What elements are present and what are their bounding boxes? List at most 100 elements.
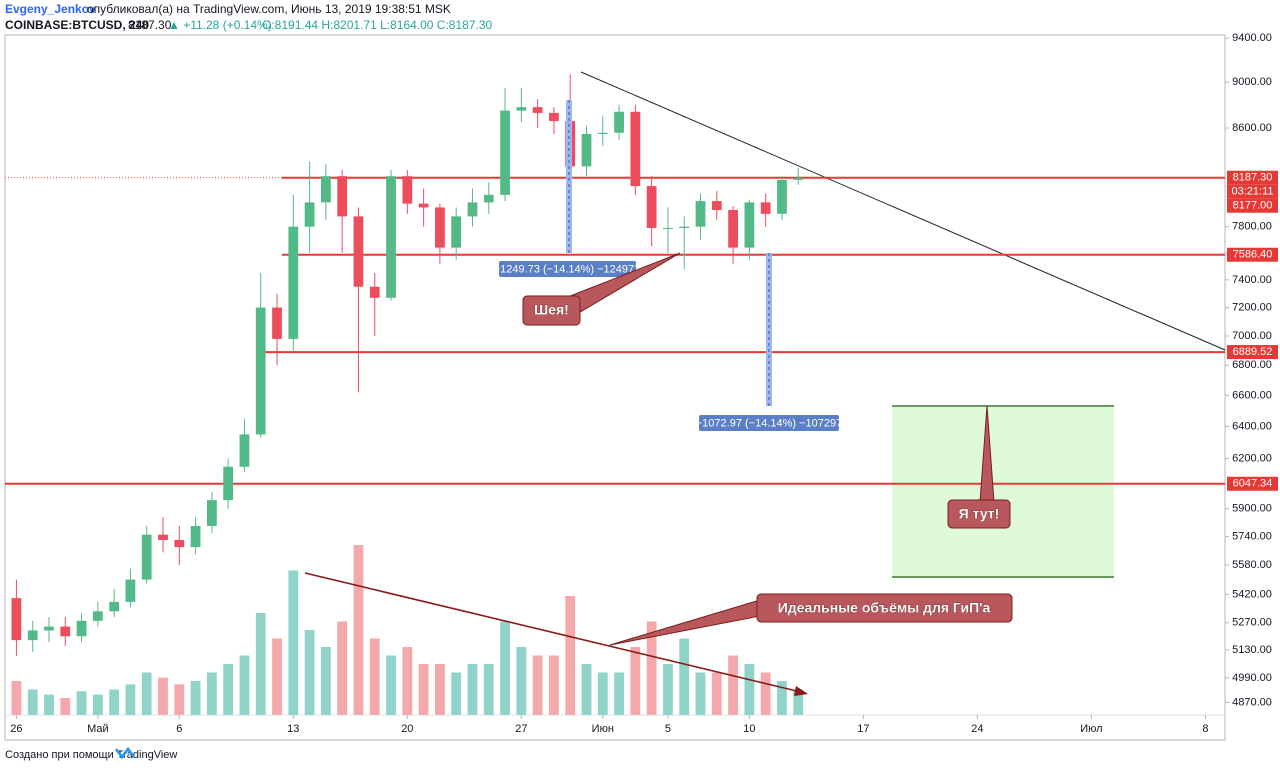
y-tick-label: 6200.00 (1232, 452, 1272, 464)
volume-bar (11, 681, 22, 715)
volume-bar (581, 664, 592, 715)
countdown-badge (1227, 184, 1278, 199)
volume-bar (646, 621, 657, 715)
x-tick-label: 6 (176, 723, 182, 735)
volume-bar (728, 655, 738, 715)
y-tick-label: 5420.00 (1232, 588, 1272, 600)
candle-body (158, 534, 168, 540)
measure-label: −1072.97 (−14.14%) −107297 (696, 417, 843, 429)
y-tick-label: 7400.00 (1232, 274, 1272, 286)
volume-bar (597, 672, 608, 715)
volume-bar (44, 694, 54, 715)
candle-body (663, 227, 673, 229)
bid-label: 8177.00 (1233, 200, 1273, 212)
candle-body (353, 216, 364, 287)
y-tick-label: 5900.00 (1232, 503, 1272, 515)
volume-bar (369, 638, 380, 715)
author[interactable]: Evgeny_Jenkov (5, 2, 96, 16)
candle-body (304, 202, 315, 227)
y-tick-label: 7000.00 (1232, 330, 1272, 342)
y-tick-label: 6400.00 (1232, 420, 1272, 432)
volume-bar (109, 689, 120, 715)
callout-text: Идеальные объёмы для ГиП'а (778, 600, 991, 616)
y-tick-label: 4990.00 (1232, 672, 1272, 684)
y-tick-label: 5270.00 (1232, 617, 1272, 629)
candle-body (728, 209, 738, 248)
volume-bar (467, 664, 478, 715)
candle-body (793, 177, 804, 180)
ohlc: O:8191.44 H:8201.71 L:8164.00 C:8187.30 (262, 18, 493, 32)
candle-body (614, 111, 624, 133)
volume-bar (451, 672, 462, 715)
x-tick-label: 27 (515, 723, 527, 735)
y-tick-label: 4870.00 (1232, 696, 1272, 708)
volume-bar (418, 664, 429, 715)
volume-bar (174, 684, 185, 715)
level-label: 8187.30 (1233, 172, 1273, 184)
candle-body (76, 620, 87, 637)
volume-bar (614, 672, 624, 715)
level-badge (1227, 476, 1278, 491)
volume-bar (60, 698, 71, 715)
volume-bar (223, 664, 234, 715)
y-tick-label: 6800.00 (1232, 359, 1272, 371)
candle-body (223, 466, 234, 501)
x-tick-label: 26 (10, 723, 22, 735)
y-tick-label: 5740.00 (1232, 530, 1272, 542)
candle-body (744, 202, 755, 248)
candle-body (27, 630, 38, 641)
candle-body (44, 626, 54, 631)
volume-bar (320, 647, 331, 715)
volume-bar (760, 672, 771, 715)
candle-body (777, 179, 787, 214)
measure-range (566, 100, 572, 253)
volume-bar (353, 545, 364, 715)
candle-body (695, 201, 706, 227)
candle-body (141, 534, 152, 580)
x-tick-label: Май (87, 723, 109, 735)
candle-body (760, 202, 771, 214)
volume-bar (27, 689, 38, 715)
candle-body (190, 525, 201, 548)
volume-bar (516, 647, 527, 715)
y-tick-label: 7200.00 (1232, 301, 1272, 313)
trend-line (580, 71, 1226, 351)
candle-body (386, 176, 396, 298)
callout (756, 593, 1013, 623)
candle-body (435, 207, 445, 248)
x-tick-label: 13 (287, 723, 299, 735)
candle-body (288, 226, 299, 339)
y-tick-label: 5580.00 (1232, 559, 1272, 571)
candle-body (206, 500, 217, 526)
volume-bar (532, 655, 543, 715)
volume-bar (679, 638, 690, 715)
level-label: 6889.52 (1233, 346, 1273, 358)
candle-body (418, 203, 429, 208)
callout (522, 295, 581, 326)
x-tick-label: Июл (1080, 723, 1102, 735)
candle-body (451, 216, 462, 248)
candle-body (320, 176, 331, 203)
volume-bar (565, 596, 576, 715)
candle-body (597, 132, 608, 134)
candle-body (549, 112, 559, 122)
candle-body (11, 598, 22, 641)
candle-body (174, 539, 185, 548)
volume-bar (549, 655, 559, 715)
candle-body (500, 110, 510, 195)
candle-body (125, 579, 136, 602)
arrow-head (794, 686, 808, 696)
candle-body (109, 601, 120, 612)
last-price: 8187.30 (128, 18, 172, 32)
level-badge (1227, 247, 1278, 262)
y-tick-label: 9400.00 (1232, 32, 1272, 44)
candle-body (581, 133, 592, 167)
volume-trend (304, 572, 806, 694)
volume-bar (793, 689, 804, 715)
volume-bar (386, 655, 396, 715)
volume-bar (337, 621, 348, 715)
candle-body (402, 176, 413, 204)
published: опубликовал(а) на TradingView.com, Июнь … (87, 2, 451, 16)
volume-bar (777, 681, 787, 715)
